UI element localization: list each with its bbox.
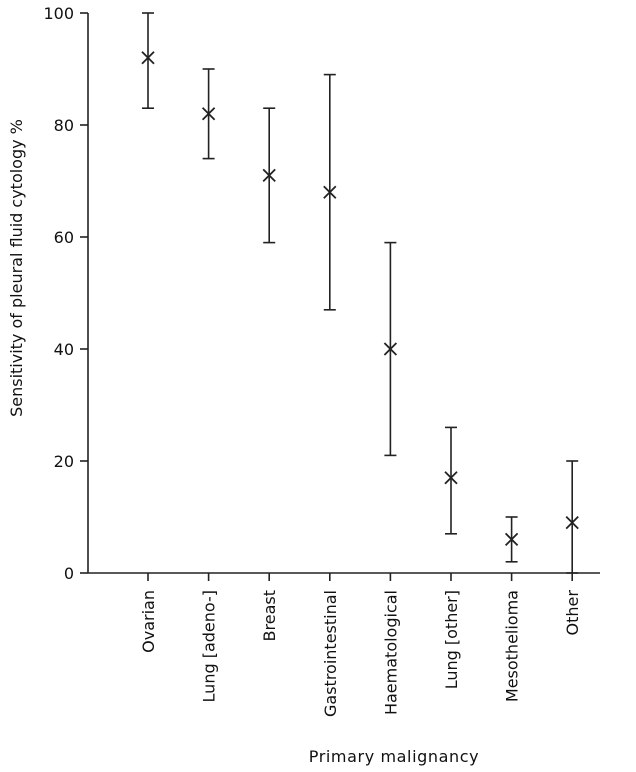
data-points: [141, 12, 579, 574]
x-marker: [444, 471, 458, 485]
x-tick-label: Lung [adeno-]: [200, 590, 219, 702]
x-axis-title: Primary malignancy: [309, 747, 480, 766]
x-axis-ticks: Ovarian Lung [adeno-] Breast Gastrointestin…: [139, 573, 582, 717]
data-point-other: [565, 460, 579, 574]
x-tick-label: Haematological: [381, 590, 400, 715]
x-tick-label: Lung [other]: [442, 590, 461, 689]
x-tick-label: Mesothelioma: [503, 590, 522, 702]
x-marker: [262, 168, 276, 183]
data-point-lung-other: [444, 426, 458, 535]
y-tick-label: 60: [54, 228, 74, 247]
data-point-mesothelioma: [504, 516, 519, 563]
y-axis-ticks: 0 20 40 60 80 100: [43, 4, 88, 583]
data-point-breast: [262, 107, 276, 244]
data-point-lung-adeno: [201, 68, 216, 160]
x-tick-label: Gastrointestinal: [321, 590, 340, 717]
y-axis-title: Sensitivity of pleural fluid cytology %: [7, 119, 26, 417]
y-tick-label: 20: [54, 452, 74, 471]
axes: [87, 13, 600, 574]
data-point-ovarian: [141, 12, 155, 109]
x-tick-label: Other: [563, 590, 582, 636]
x-marker: [141, 51, 155, 65]
x-tick-label: Ovarian: [139, 590, 158, 653]
y-tick-label: 40: [54, 340, 74, 359]
x-marker: [383, 342, 398, 356]
x-marker: [201, 107, 216, 121]
y-tick-label: 80: [54, 116, 74, 135]
y-tick-label: 100: [43, 4, 74, 23]
y-tick-label: 0: [64, 564, 74, 583]
data-point-haematological: [383, 241, 398, 457]
x-marker: [504, 532, 519, 547]
data-point-gastrointestinal: [323, 73, 337, 311]
x-marker: [565, 515, 579, 530]
x-tick-label: Breast: [260, 590, 279, 641]
x-marker: [323, 185, 337, 199]
